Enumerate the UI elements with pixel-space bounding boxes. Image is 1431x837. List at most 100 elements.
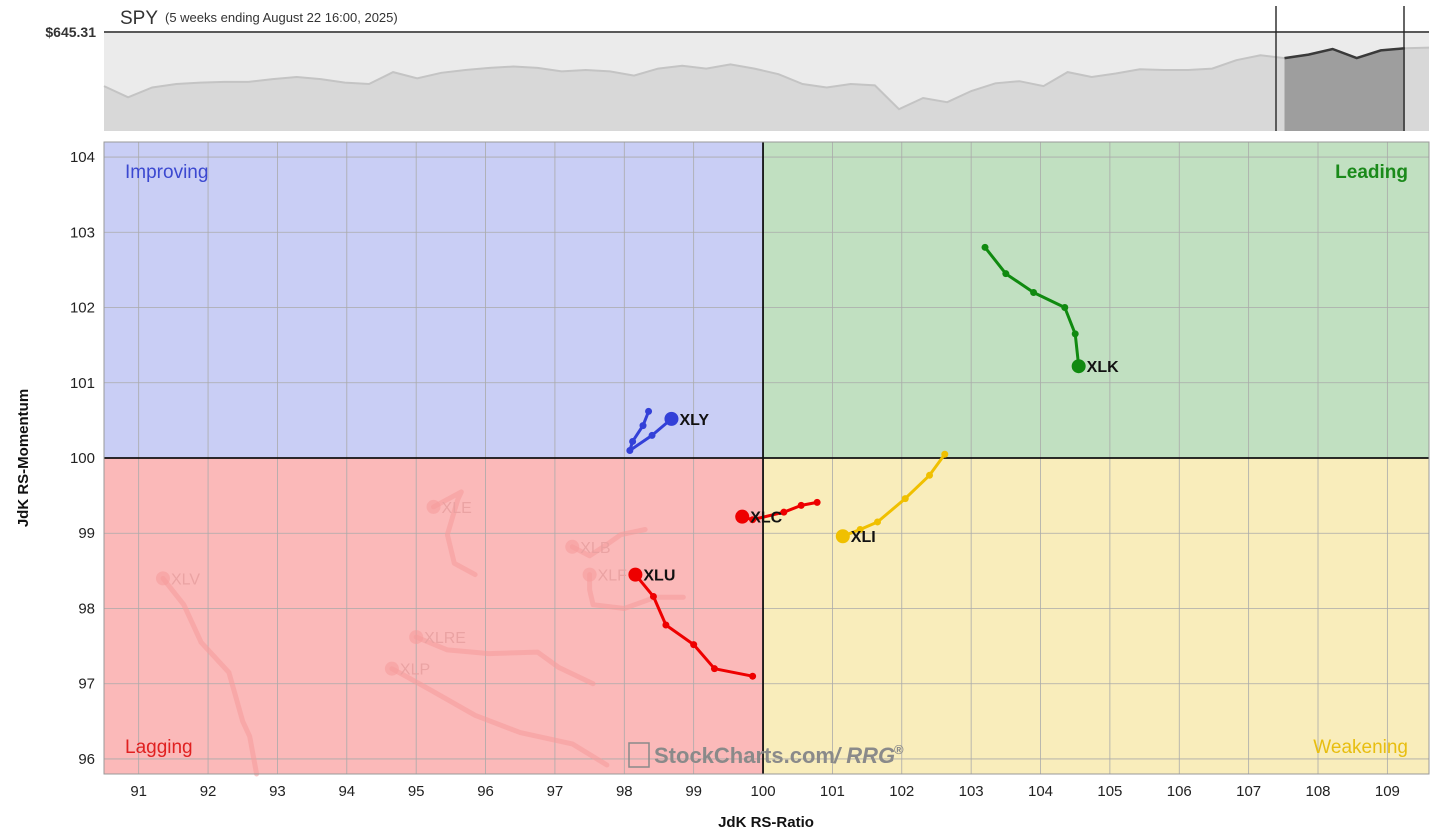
tail-head-xly[interactable] xyxy=(664,411,679,426)
tail-point-xlk xyxy=(981,243,989,251)
tail-label-xlv: XLV xyxy=(171,571,200,588)
x-tick-label: 98 xyxy=(616,783,633,800)
tail-label-xli: XLI xyxy=(851,529,876,546)
x-tick-label: 105 xyxy=(1097,783,1122,800)
y-tick-label: 104 xyxy=(70,149,95,166)
x-axis-ticks: 91 92 93 94 95 96 97 98 99 100 101 102 103 104 105 106 1… xyxy=(130,783,1400,800)
x-tick-label: 102 xyxy=(889,783,914,800)
tail-point-xli xyxy=(941,450,949,458)
tail-point-xlu xyxy=(749,672,757,680)
weakening-quadrant xyxy=(763,458,1429,774)
x-tick-label: 95 xyxy=(408,783,425,800)
tail-xlre[interactable]: XLRE xyxy=(409,630,596,687)
price-highlight-line xyxy=(1284,47,1406,60)
tail-line-xlv xyxy=(160,575,260,777)
tail-head-xlb[interactable] xyxy=(565,539,580,554)
tail-label-xlk: XLK xyxy=(1087,359,1119,376)
tail-xlp[interactable]: XLP xyxy=(384,661,610,768)
x-tick-label: 104 xyxy=(1028,783,1053,800)
improving-quadrant xyxy=(104,142,764,458)
x-tick-label: 103 xyxy=(959,783,984,800)
tail-point-xly xyxy=(639,422,647,430)
x-tick-label: 91 xyxy=(130,783,147,800)
tail-label-xlf: XLF xyxy=(598,568,628,585)
watermark-registered-mark: ® xyxy=(894,742,904,757)
tail-label-xly: XLY xyxy=(679,412,709,429)
stockcharts-watermark: StockCharts.com / RRG ® xyxy=(628,742,904,768)
tail-head-xlc[interactable] xyxy=(735,509,750,524)
weakening-quadrant-label: Weakening xyxy=(1313,737,1408,758)
watermark-brand: StockCharts.com xyxy=(654,743,835,768)
tail-label-xlp: XLP xyxy=(400,662,430,679)
tail-point-xlk xyxy=(1071,330,1079,338)
x-tick-label: 99 xyxy=(685,783,702,800)
symbol-label: SPY xyxy=(120,8,158,29)
tail-head-xlv[interactable] xyxy=(155,571,170,586)
y-tick-label: 101 xyxy=(70,375,95,392)
x-tick-label: 93 xyxy=(269,783,286,800)
tail-label-xlu: XLU xyxy=(643,568,675,585)
tail-point-xli xyxy=(901,495,909,503)
tail-xlv[interactable]: XLV xyxy=(155,571,260,777)
tail-label-xlb: XLB xyxy=(580,540,610,557)
chart-subtitle: (5 weeks ending August 22 16:00, 2025) xyxy=(165,10,398,25)
tail-line-xlk xyxy=(983,245,1081,368)
y-axis-label: JdK RS-Momentum xyxy=(15,389,32,527)
tail-point-xlc xyxy=(749,516,757,524)
y-tick-label: 99 xyxy=(78,525,95,542)
tail-point-xli xyxy=(873,518,881,526)
tail-xly[interactable]: XLY xyxy=(626,407,709,454)
tail-xlc[interactable]: XLC xyxy=(735,498,821,527)
price-highlight-area xyxy=(1284,48,1405,131)
tail-head-xlp[interactable] xyxy=(384,661,399,676)
x-tick-label: 101 xyxy=(820,783,845,800)
tail-label-xlc: XLC xyxy=(750,510,782,527)
price-area xyxy=(104,47,1429,131)
leading-quadrant xyxy=(763,142,1429,458)
tail-point-xlu xyxy=(690,641,698,649)
tail-head-xlf[interactable] xyxy=(582,567,597,582)
tail-line-xlf xyxy=(587,572,686,611)
tail-point-xlk xyxy=(1030,288,1038,296)
tail-point-xlu xyxy=(649,592,657,600)
tail-head-xli[interactable] xyxy=(835,529,850,544)
price-value-label: $645.31 xyxy=(45,24,96,40)
tail-head-xlk[interactable] xyxy=(1071,359,1086,374)
tail-point-xly xyxy=(645,407,653,415)
tail-head-xlre[interactable] xyxy=(409,630,424,645)
x-tick-label: 92 xyxy=(200,783,217,800)
watermark-logo-icon xyxy=(628,742,650,768)
tail-head-xlu[interactable] xyxy=(628,567,643,582)
price-panel: SPY (5 weeks ending August 22 16:00, 202… xyxy=(45,6,1430,131)
tail-line-xlu xyxy=(633,573,755,678)
improving-quadrant-label: Improving xyxy=(125,162,208,183)
rrg-tails: XLE XLB XLF XLV XLRE XLP XLK XLY XLC XLU XLI xyxy=(155,243,1120,777)
tail-xlu[interactable]: XLU xyxy=(628,567,757,680)
x-tick-label: 100 xyxy=(751,783,776,800)
price-line xyxy=(103,46,1430,111)
tail-xlf[interactable]: XLF xyxy=(582,567,686,611)
tail-xlk[interactable]: XLK xyxy=(981,243,1120,376)
tail-label-xlre: XLRE xyxy=(424,630,466,647)
center-lines xyxy=(104,142,1429,774)
tail-xlb[interactable]: XLB xyxy=(565,527,648,559)
tail-point-xlc xyxy=(780,508,788,516)
tail-point-xlu xyxy=(710,665,718,673)
x-tick-label: 106 xyxy=(1167,783,1192,800)
tail-point-xlc xyxy=(813,498,821,506)
watermark-product: / RRG xyxy=(833,743,895,768)
tail-line-xle xyxy=(431,489,478,578)
tail-xle[interactable]: XLE xyxy=(426,489,478,578)
x-tick-label: 94 xyxy=(338,783,355,800)
tail-point-xly xyxy=(648,431,656,439)
tail-point-xlk xyxy=(1061,304,1069,312)
tail-point-xlk xyxy=(1002,270,1010,278)
tail-head-xle[interactable] xyxy=(426,499,441,514)
y-tick-label: 96 xyxy=(78,751,95,768)
x-tick-label: 97 xyxy=(547,783,564,800)
y-tick-label: 97 xyxy=(78,676,95,693)
tail-xli[interactable]: XLI xyxy=(835,450,949,547)
x-tick-label: 109 xyxy=(1375,783,1400,800)
